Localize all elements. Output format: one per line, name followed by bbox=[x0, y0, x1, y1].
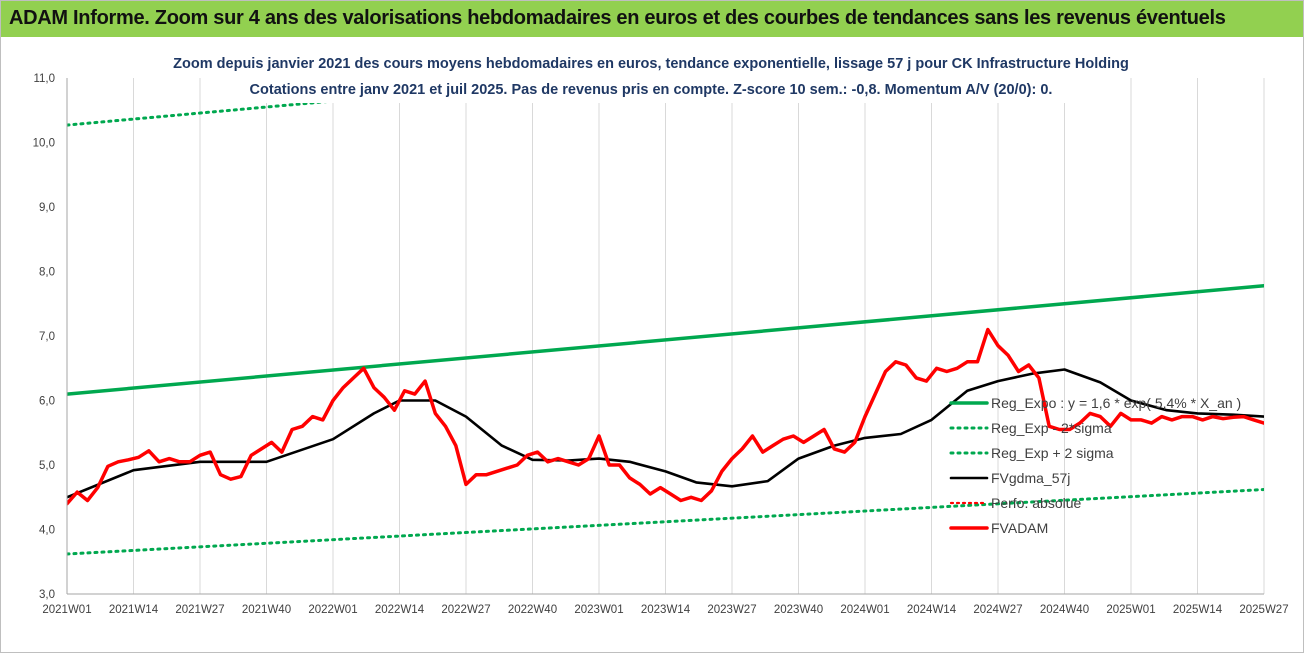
y-tick-label: 7,0 bbox=[39, 331, 55, 343]
x-tick-label: 2023W14 bbox=[641, 604, 691, 616]
y-tick-label: 4,0 bbox=[39, 525, 55, 537]
x-tick-label: 2025W14 bbox=[1173, 604, 1223, 616]
x-tick-label: 2021W01 bbox=[42, 604, 91, 616]
x-tick-label: 2021W14 bbox=[109, 604, 159, 616]
x-tick-label: 2024W01 bbox=[840, 604, 889, 616]
y-tick-label: 9,0 bbox=[39, 202, 55, 214]
y-tick-label: 3,0 bbox=[39, 589, 55, 601]
x-tick-label: 2024W40 bbox=[1040, 604, 1089, 616]
y-tick-label: 6,0 bbox=[39, 396, 55, 408]
x-tick-label: 2023W27 bbox=[707, 604, 756, 616]
series-layer bbox=[67, 78, 1264, 556]
axes: 2021W01 2021W14 2021W27 2021W40 2022W01 2022W… bbox=[33, 73, 1289, 616]
chart-subtitle: Cotations entre janv 2021 et juil 2025. … bbox=[250, 82, 1053, 98]
title-backdrop bbox=[233, 49, 1113, 103]
x-tick-label: 2021W27 bbox=[175, 604, 224, 616]
chart-title: Zoom depuis janvier 2021 des cours moyen… bbox=[173, 56, 1129, 72]
legend-label: FVADAM bbox=[991, 520, 1048, 536]
legend-label: FVgdma_57j bbox=[991, 470, 1070, 486]
legend-label: Reg_Exp + 2 sigma bbox=[991, 445, 1114, 461]
line-chart: 2021W01 2021W14 2021W27 2021W40 2022W01 2022W… bbox=[33, 49, 1289, 616]
legend-label: Reg_Exp - 2*sigma bbox=[991, 420, 1112, 436]
banner-title: ADAM Informe. Zoom sur 4 ans des valoris… bbox=[9, 7, 1226, 29]
x-tick-label: 2022W40 bbox=[508, 604, 557, 616]
x-tick-label: 2025W27 bbox=[1239, 604, 1288, 616]
smoothed-line bbox=[67, 368, 1264, 499]
x-tick-label: 2021W40 bbox=[242, 604, 291, 616]
banner: ADAM Informe. Zoom sur 4 ans des valoris… bbox=[1, 1, 1303, 37]
trend-line bbox=[67, 283, 1264, 396]
x-tick-label: 2024W14 bbox=[907, 604, 957, 616]
legend: Reg_Expo : y = 1,6 * exp( 5,4% * X_an ) R… bbox=[949, 395, 1241, 536]
price-line bbox=[67, 327, 1264, 506]
x-tick-label: 2023W01 bbox=[574, 604, 623, 616]
legend-label: Reg_Expo : y = 1,6 * exp( 5,4% * X_an ) bbox=[991, 395, 1241, 411]
x-tick-label: 2024W27 bbox=[973, 604, 1022, 616]
y-tick-label: 11,0 bbox=[33, 73, 55, 85]
x-tick-label: 2023W40 bbox=[774, 604, 823, 616]
x-tick-label: 2025W01 bbox=[1106, 604, 1155, 616]
x-tick-label: 2022W01 bbox=[308, 604, 357, 616]
y-tick-label: 5,0 bbox=[39, 460, 55, 472]
x-tick-label: 2022W27 bbox=[441, 604, 490, 616]
y-tick-label: 8,0 bbox=[39, 267, 55, 279]
y-tick-label: 10,0 bbox=[33, 138, 55, 150]
chart-area: 2021W01 2021W14 2021W27 2021W40 2022W01 2022W… bbox=[1, 37, 1303, 652]
x-tick-label: 2022W14 bbox=[375, 604, 425, 616]
gridlines bbox=[66, 78, 1265, 594]
legend-label: Perfo. absolue bbox=[991, 495, 1081, 511]
